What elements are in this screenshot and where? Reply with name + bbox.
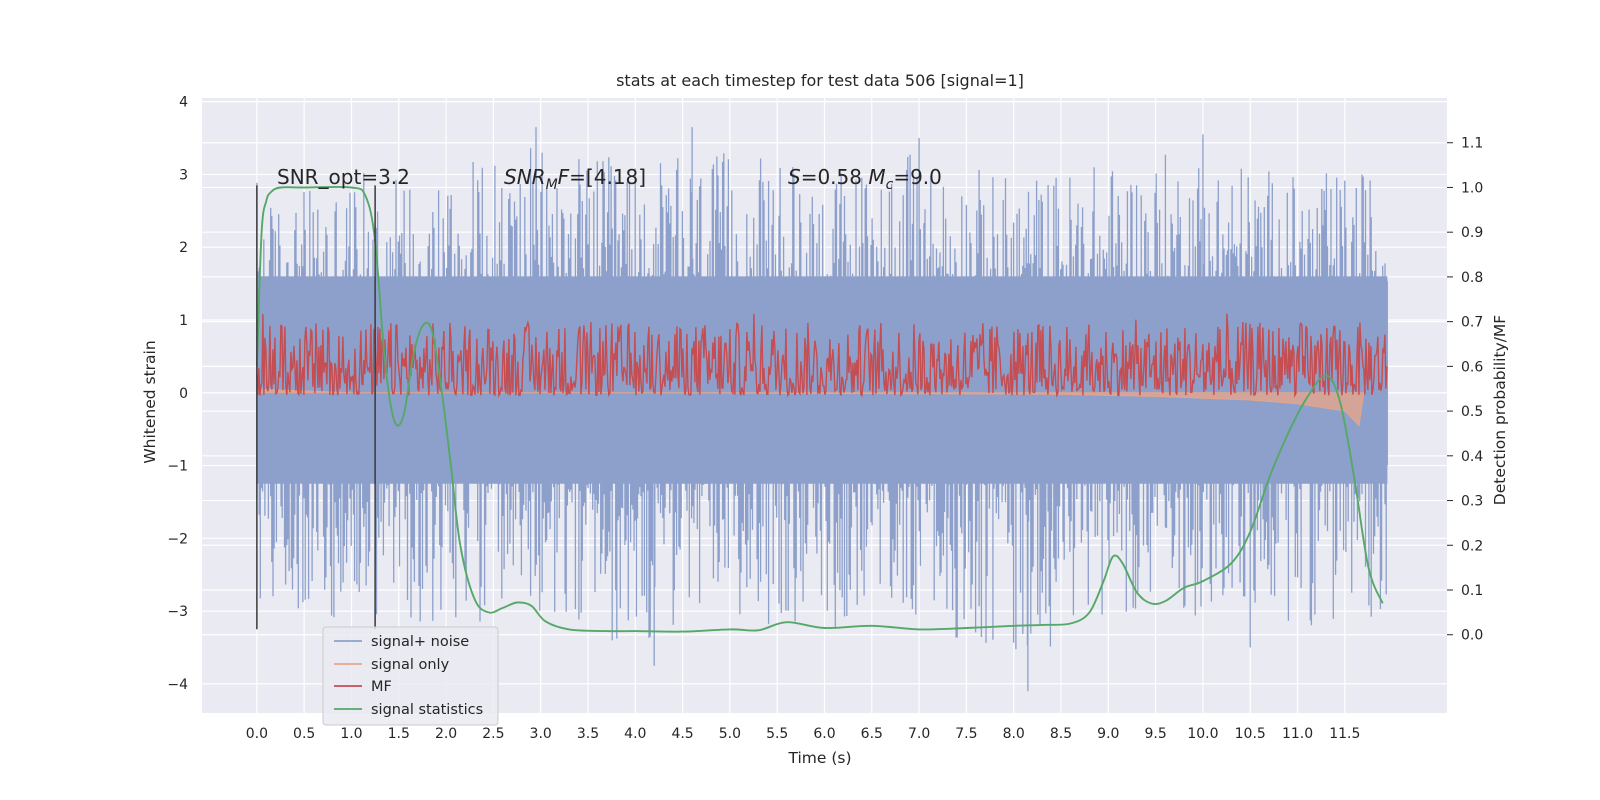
x-tick-label: 3.0 xyxy=(530,726,552,742)
y2-tick-label: 0.3 xyxy=(1461,494,1483,510)
legend-label-signal-statistics: signal statistics xyxy=(371,702,483,718)
y-tick-label: 2 xyxy=(179,240,188,256)
x-tick-label: 10.0 xyxy=(1187,726,1218,742)
y2-tick-label: 0.7 xyxy=(1461,315,1483,331)
x-tick-label: 3.5 xyxy=(577,726,599,742)
x-axis-ticks: 0.0 0.5 1.0 1.5 2.0 2.5 3.0 3.5 4.0 4.5 5.0 5.5 6.0 6… xyxy=(246,726,1361,742)
y2-tick-label: 0.6 xyxy=(1461,359,1483,375)
legend-label-signal-noise: signal+ noise xyxy=(371,634,469,650)
y-tick-label: −4 xyxy=(167,677,188,693)
x-axis-label: Time (s) xyxy=(787,749,851,767)
y-tick-label: −3 xyxy=(167,604,188,620)
y2-tick-label: 0.0 xyxy=(1461,628,1483,644)
legend-box xyxy=(322,626,499,726)
y-tick-label: 3 xyxy=(179,167,188,183)
y2-tick-label: 0.9 xyxy=(1461,225,1483,241)
x-tick-label: 9.0 xyxy=(1097,726,1119,742)
x-tick-label: 5.5 xyxy=(766,726,788,742)
x-tick-label: 9.5 xyxy=(1144,726,1166,742)
y2-tick-label: 0.8 xyxy=(1461,270,1483,286)
annotations: SNR_opt=3.2 SNRMF=[4.18] S=0.58 Mc=9.0 xyxy=(277,165,942,193)
x-tick-label: 8.0 xyxy=(1003,726,1025,742)
x-tick-label: 1.0 xyxy=(340,726,362,742)
y-axis-label: Whitened strain xyxy=(141,340,159,463)
x-tick-label: 2.5 xyxy=(482,726,504,742)
y2-tick-label: 0.4 xyxy=(1461,449,1483,465)
vertical-markers xyxy=(256,185,376,630)
y2-tick-label: 0.5 xyxy=(1461,404,1483,420)
x-tick-label: 10.5 xyxy=(1235,726,1266,742)
y-tick-label: 1 xyxy=(179,313,188,329)
x-tick-label: 0.5 xyxy=(293,726,315,742)
legend: signal+ noise signal only MF signal stat… xyxy=(322,626,499,726)
x-tick-label: 6.5 xyxy=(861,726,883,742)
y2-tick-label: 1.1 xyxy=(1461,136,1483,152)
y2-tick-label: 0.2 xyxy=(1461,538,1483,554)
y-tick-label: −1 xyxy=(167,459,188,475)
y2-axis-ticks: 1.1 1.0 0.9 0.8 0.7 0.6 0.5 0.4 0.3 0.2 0.1 0.0 xyxy=(1447,136,1483,644)
y2-tick-label: 1.0 xyxy=(1461,180,1483,196)
x-tick-label: 8.5 xyxy=(1050,726,1072,742)
y2-tick-label: 0.1 xyxy=(1461,583,1483,599)
annotation-snr-mf: SNRMF=[4.18] xyxy=(504,165,646,193)
series-layer xyxy=(255,127,1388,692)
legend-label-mf: MF xyxy=(371,679,392,695)
x-tick-label: 5.0 xyxy=(719,726,741,742)
y-axis-ticks: 4 3 2 1 0 −1 −2 −3 −4 xyxy=(167,95,188,693)
x-tick-label: 1.5 xyxy=(388,726,410,742)
x-tick-label: 7.5 xyxy=(955,726,977,742)
x-tick-label: 11.5 xyxy=(1329,726,1360,742)
y-tick-label: 4 xyxy=(179,95,188,111)
x-tick-label: 2.0 xyxy=(435,726,457,742)
x-tick-label: 7.0 xyxy=(908,726,930,742)
x-tick-label: 11.0 xyxy=(1282,726,1313,742)
x-tick-label: 6.0 xyxy=(813,726,835,742)
annotation-s-mc: S=0.58 Mc=9.0 xyxy=(788,165,942,193)
y2-axis-label: Detection probability/MF xyxy=(1491,315,1509,506)
legend-label-signal-only: signal only xyxy=(371,657,450,673)
y-tick-label: −2 xyxy=(167,531,188,547)
x-tick-label: 0.0 xyxy=(246,726,268,742)
series-signal-only xyxy=(256,388,1365,427)
y-tick-label: 0 xyxy=(179,386,188,402)
series-mf xyxy=(256,313,1388,399)
annotation-snr-opt: SNR_opt=3.2 xyxy=(277,165,410,189)
x-tick-label: 4.5 xyxy=(671,726,693,742)
series-signal-statistics xyxy=(255,185,1384,633)
chart-title: stats at each timestep for test data 506… xyxy=(616,71,1024,90)
x-tick-label: 4.0 xyxy=(624,726,646,742)
